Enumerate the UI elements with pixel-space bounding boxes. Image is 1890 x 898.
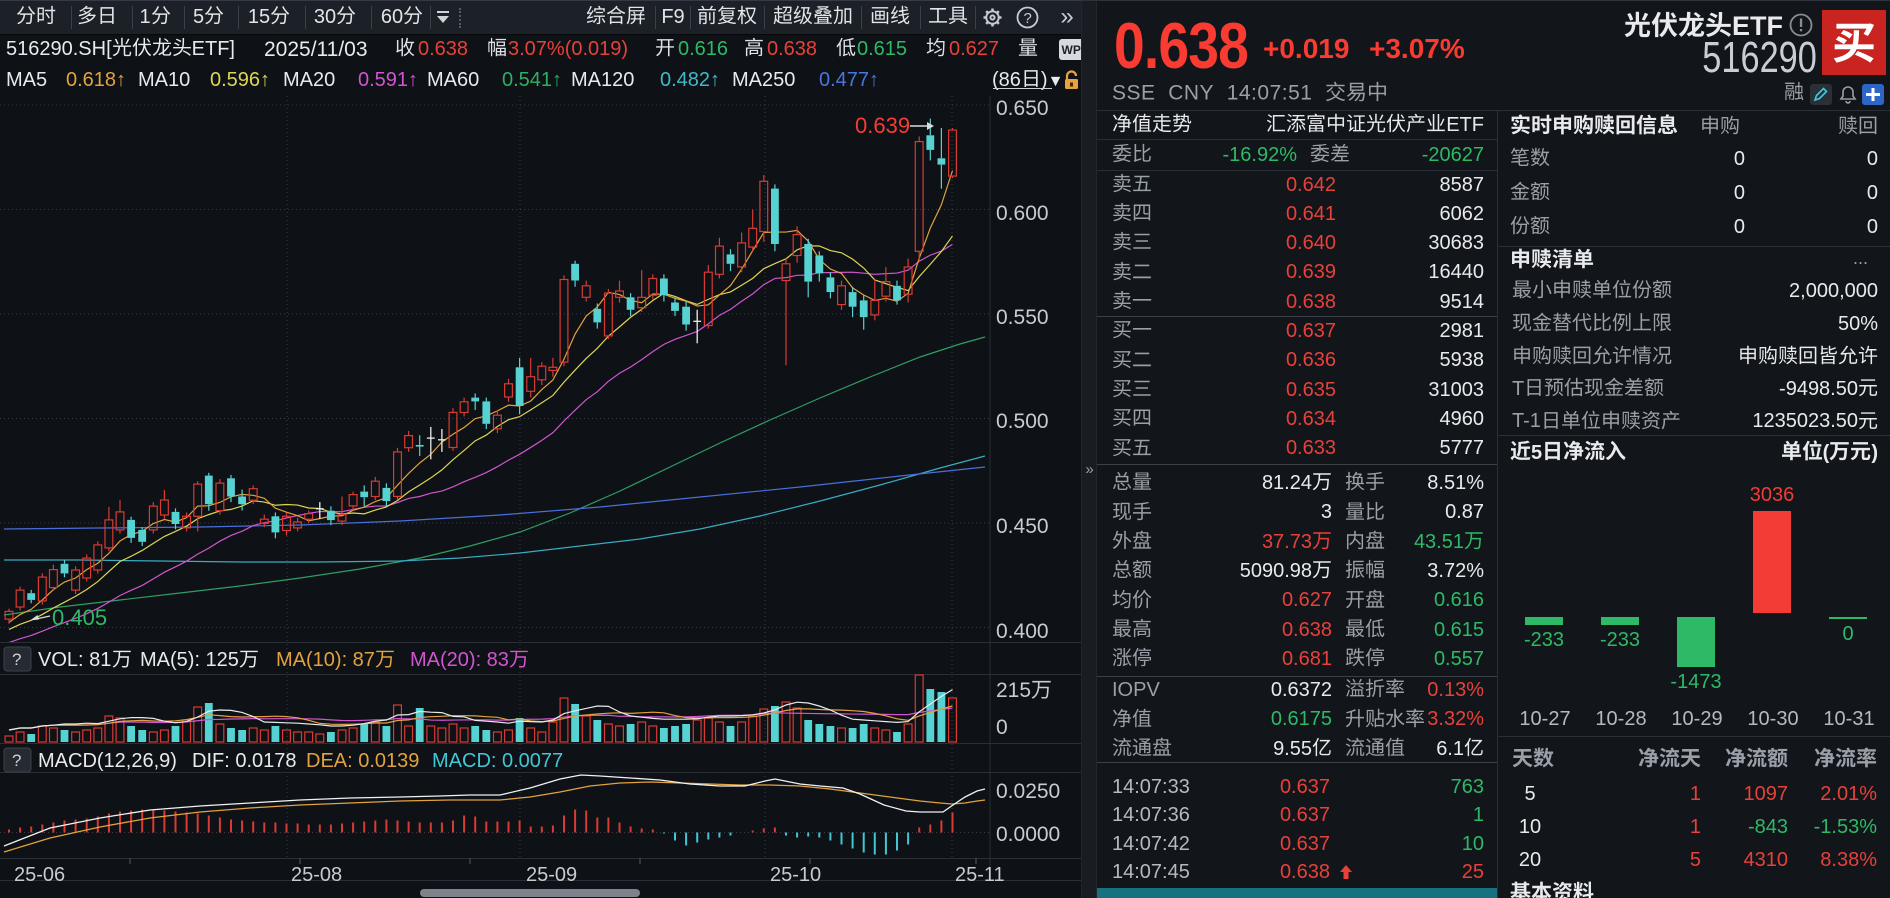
svg-text:MA(10): 87: MA(10): 87 (276, 649, 375, 671)
svg-text:0.550: 0.550 (996, 306, 1049, 329)
svg-text:MA(5): 125: MA(5): 125 (140, 649, 239, 671)
svg-text:0: 0 (996, 716, 1008, 739)
svg-text:MA(20): 83: MA(20): 83 (410, 649, 509, 671)
svg-text:0.450: 0.450 (996, 515, 1049, 538)
svg-text:0.405: 0.405 (52, 605, 107, 630)
svg-text:25-11: 25-11 (955, 864, 1005, 886)
svg-text:WP: WP (1062, 43, 1081, 57)
svg-text:0.500: 0.500 (996, 410, 1049, 433)
svg-text:?: ? (12, 751, 21, 770)
svg-text:MACD: 0.0077: MACD: 0.0077 (432, 750, 563, 772)
svg-text:?: ? (1024, 10, 1032, 27)
svg-text:0.600: 0.600 (996, 202, 1049, 225)
svg-text:?: ? (12, 650, 21, 669)
svg-text:215: 215 (996, 679, 1031, 702)
svg-text:0.650: 0.650 (996, 97, 1049, 120)
svg-text:25-08: 25-08 (291, 864, 342, 886)
svg-text:25-06: 25-06 (14, 864, 65, 886)
svg-text:DIF: 0.0178: DIF: 0.0178 (192, 750, 297, 772)
svg-text:MACD(12,26,9): MACD(12,26,9) (38, 750, 177, 772)
svg-text:25-09: 25-09 (526, 864, 577, 886)
svg-text:0.0250: 0.0250 (996, 780, 1060, 803)
svg-text:0.400: 0.400 (996, 620, 1049, 643)
svg-text:0.0000: 0.0000 (996, 823, 1060, 846)
svg-text:DEA: 0.0139: DEA: 0.0139 (306, 750, 419, 772)
svg-text:0.639: 0.639 (855, 113, 910, 138)
svg-text:25-10: 25-10 (770, 864, 821, 886)
svg-text:VOL: 81: VOL: 81 (38, 649, 111, 671)
